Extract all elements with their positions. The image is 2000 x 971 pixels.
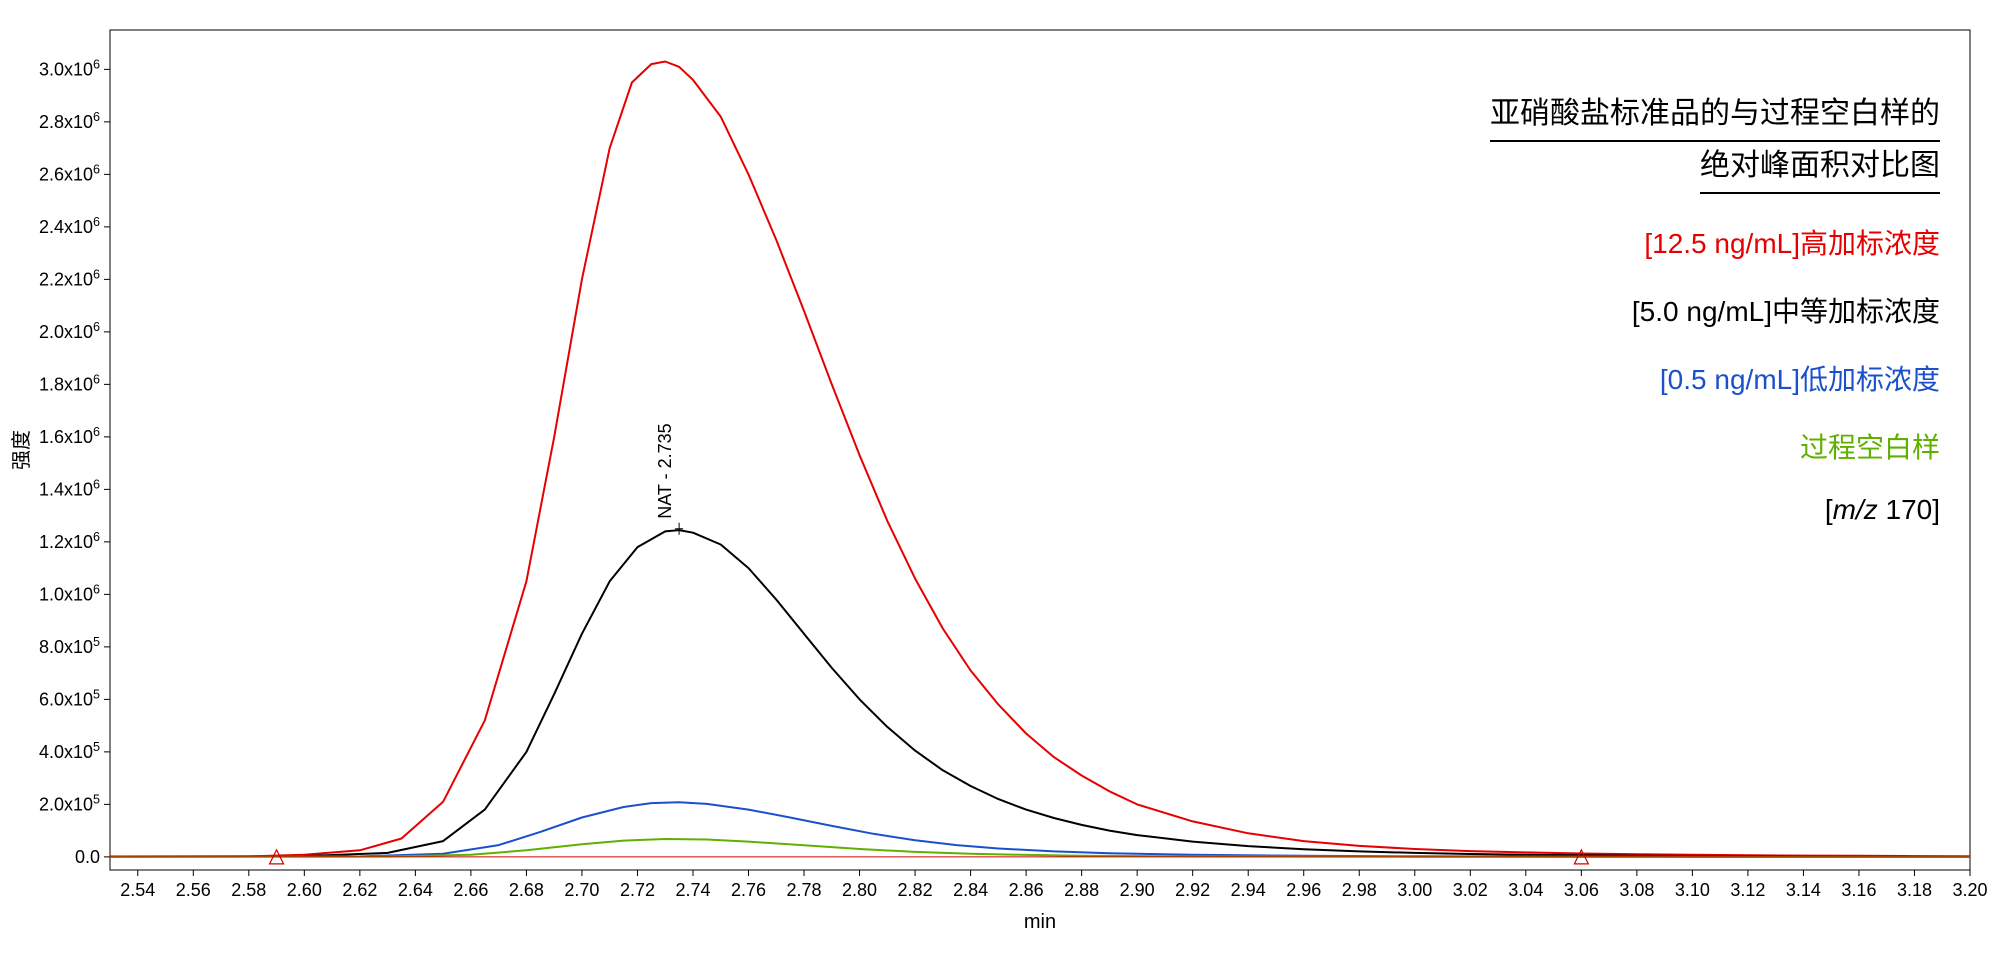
- svg-text:2.66: 2.66: [453, 880, 488, 900]
- svg-text:1.2x106: 1.2x106: [39, 530, 100, 552]
- svg-text:min: min: [1024, 911, 1056, 933]
- svg-text:NAT - 2.735: NAT - 2.735: [655, 423, 675, 518]
- svg-text:强度: 强度: [10, 430, 33, 470]
- svg-text:1.4x106: 1.4x106: [39, 477, 100, 499]
- legend-item-0: [12.5 ng/mL]高加标浓度: [1490, 222, 1940, 262]
- legend: 亚硝酸盐标准品的与过程空白样的 绝对峰面积对比图 [12.5 ng/mL]高加标…: [1490, 90, 1940, 526]
- svg-text:3.14: 3.14: [1786, 880, 1821, 900]
- svg-text:2.68: 2.68: [509, 880, 544, 900]
- svg-text:3.08: 3.08: [1619, 880, 1654, 900]
- svg-text:2.64: 2.64: [398, 880, 433, 900]
- svg-text:3.0x106: 3.0x106: [39, 57, 100, 79]
- chromatogram-chart: 0.0 2.0x105 4.0x105 6.0x105 8.0x105 1.0x106 1.…: [0, 0, 2000, 971]
- svg-text:2.8x106: 2.8x106: [39, 110, 100, 132]
- svg-text:2.70: 2.70: [564, 880, 599, 900]
- legend-title-line2: 绝对峰面积对比图: [1700, 142, 1940, 194]
- svg-text:2.92: 2.92: [1175, 880, 1210, 900]
- svg-text:3.20: 3.20: [1952, 880, 1987, 900]
- svg-text:3.00: 3.00: [1397, 880, 1432, 900]
- svg-text:6.0x105: 6.0x105: [39, 687, 100, 709]
- legend-item-2: [0.5 ng/mL]低加标浓度: [1490, 358, 1940, 398]
- svg-text:1.6x106: 1.6x106: [39, 425, 100, 447]
- svg-text:1.0x106: 1.0x106: [39, 582, 100, 604]
- svg-text:4.0x105: 4.0x105: [39, 740, 100, 762]
- svg-text:2.0x105: 2.0x105: [39, 792, 100, 814]
- svg-text:2.98: 2.98: [1342, 880, 1377, 900]
- svg-text:2.60: 2.60: [287, 880, 322, 900]
- legend-title: 亚硝酸盐标准品的与过程空白样的 绝对峰面积对比图: [1490, 90, 1940, 194]
- svg-text:2.82: 2.82: [898, 880, 933, 900]
- legend-item-1: [5.0 ng/mL]中等加标浓度: [1490, 290, 1940, 330]
- svg-text:2.6x106: 2.6x106: [39, 162, 100, 184]
- svg-text:3.10: 3.10: [1675, 880, 1710, 900]
- svg-text:2.86: 2.86: [1009, 880, 1044, 900]
- legend-title-line1: 亚硝酸盐标准品的与过程空白样的: [1490, 90, 1940, 142]
- svg-text:2.54: 2.54: [120, 880, 155, 900]
- svg-text:2.74: 2.74: [675, 880, 710, 900]
- svg-text:2.72: 2.72: [620, 880, 655, 900]
- svg-text:3.04: 3.04: [1508, 880, 1543, 900]
- svg-text:2.4x106: 2.4x106: [39, 215, 100, 237]
- svg-text:2.56: 2.56: [176, 880, 211, 900]
- svg-text:2.0x106: 2.0x106: [39, 320, 100, 342]
- svg-text:2.76: 2.76: [731, 880, 766, 900]
- legend-item-4: [m/z 170]: [1490, 494, 1940, 526]
- svg-text:2.78: 2.78: [787, 880, 822, 900]
- svg-text:3.16: 3.16: [1841, 880, 1876, 900]
- svg-text:3.12: 3.12: [1730, 880, 1765, 900]
- svg-text:3.18: 3.18: [1897, 880, 1932, 900]
- svg-text:2.58: 2.58: [231, 880, 266, 900]
- svg-text:3.02: 3.02: [1453, 880, 1488, 900]
- svg-text:2.62: 2.62: [342, 880, 377, 900]
- legend-item-3: 过程空白样: [1490, 426, 1940, 466]
- svg-text:0.0: 0.0: [75, 847, 100, 867]
- svg-text:8.0x105: 8.0x105: [39, 635, 100, 657]
- svg-text:2.94: 2.94: [1231, 880, 1266, 900]
- svg-text:2.2x106: 2.2x106: [39, 267, 100, 289]
- svg-text:3.06: 3.06: [1564, 880, 1599, 900]
- svg-text:2.88: 2.88: [1064, 880, 1099, 900]
- svg-text:1.8x106: 1.8x106: [39, 372, 100, 394]
- svg-text:2.84: 2.84: [953, 880, 988, 900]
- svg-text:2.90: 2.90: [1120, 880, 1155, 900]
- svg-text:2.96: 2.96: [1286, 880, 1321, 900]
- svg-text:2.80: 2.80: [842, 880, 877, 900]
